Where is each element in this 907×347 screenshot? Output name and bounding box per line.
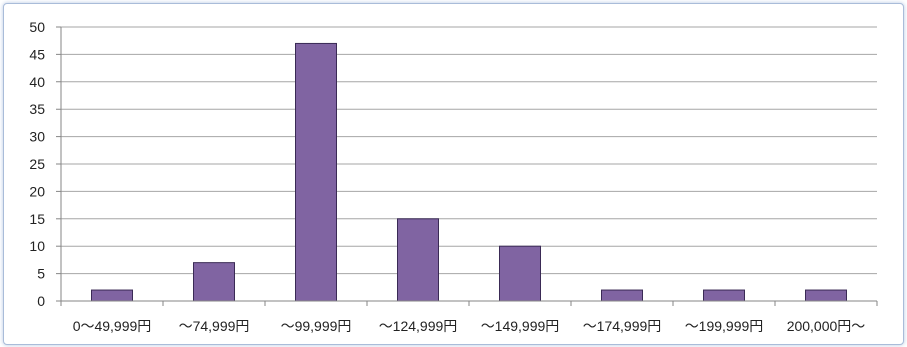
y-tick-label-35: 35: [29, 101, 45, 117]
axes: [56, 26, 878, 306]
y-tick-label-10: 10: [29, 238, 45, 254]
x-tick-label-5: ～174,999円: [583, 318, 662, 334]
bar-1: [193, 262, 235, 302]
y-tick-label-20: 20: [29, 183, 45, 199]
bar-2: [295, 42, 337, 302]
bar-0: [91, 289, 133, 302]
chart-frame: 0 5 10 15 20 25 30 35 40 45 50 0～49,999円 ～74,999円 ～9…: [3, 3, 904, 345]
bar-3: [397, 218, 439, 302]
y-tick-label-25: 25: [29, 156, 45, 172]
y-tick-label-40: 40: [29, 74, 45, 90]
y-tick-label-15: 15: [29, 211, 45, 227]
bar-chart: 0 5 10 15 20 25 30 35 40 45 50 0～49,999円 ～74,999円 ～9…: [29, 19, 878, 334]
x-tick-label-7: 200,000円～: [787, 318, 866, 334]
gridlines: [61, 26, 877, 275]
x-tick-label-1: ～74,999円: [179, 318, 250, 334]
y-axis-tick-labels: 0 5 10 15 20 25 30 35 40 45 50: [29, 19, 45, 309]
y-tick-label-45: 45: [29, 46, 45, 62]
y-tick-label-30: 30: [29, 129, 45, 145]
x-axis-tick-labels: 0～49,999円 ～74,999円 ～99,999円 ～124,999円 ～149,9…: [73, 318, 866, 334]
y-tick-label-50: 50: [29, 19, 45, 35]
bar-5: [601, 289, 643, 302]
x-tick-label-0: 0～49,999円: [73, 318, 152, 334]
x-tick-label-3: ～124,999円: [379, 318, 458, 334]
x-tick-label-2: ～99,999円: [281, 318, 352, 334]
bar-7: [805, 289, 847, 302]
y-tick-label-0: 0: [37, 293, 45, 309]
y-tick-label-5: 5: [37, 266, 45, 282]
bar-6: [703, 289, 745, 302]
x-tick-label-6: ～199,999円: [685, 318, 764, 334]
bar-4: [499, 245, 541, 302]
x-tick-label-4: ～149,999円: [481, 318, 560, 334]
bars: [91, 42, 847, 302]
